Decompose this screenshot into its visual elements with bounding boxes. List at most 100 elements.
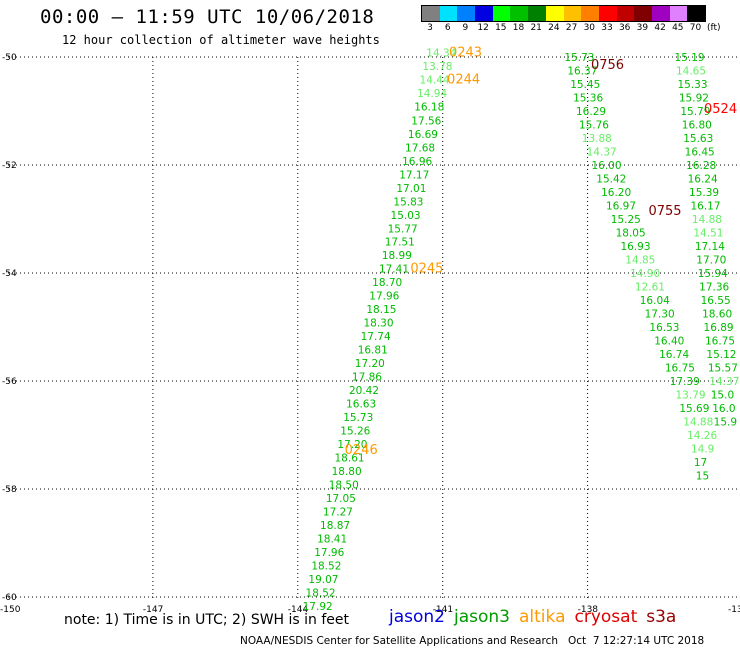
legend-label: 9 — [462, 23, 469, 33]
wave-height-value: 18.70 — [372, 277, 402, 289]
wave-height-value: 16.28 — [686, 160, 716, 172]
wave-height-value: 16.20 — [601, 187, 631, 199]
wave-height-value: 18.80 — [332, 466, 362, 478]
legend-swatch — [475, 6, 493, 21]
footer-note: note: 1) Time is in UTC; 2) SWH is in fe… — [64, 612, 350, 628]
legend-color-bar — [421, 5, 706, 22]
legend-swatch — [581, 6, 599, 21]
wave-height-value: 14.90 — [630, 268, 660, 280]
wave-height-value: 16.37 — [567, 66, 597, 78]
wave-height-value: 17.86 — [352, 372, 382, 384]
pass-time-label: 0243 — [449, 46, 482, 61]
wave-height-value: 17.05 — [326, 493, 356, 505]
wave-height-value: 16.0 — [712, 403, 735, 415]
wave-height-value: 16.81 — [358, 345, 388, 357]
wave-height-value: 16.18 — [414, 102, 444, 114]
wave-height-value: 17.36 — [699, 282, 729, 294]
wave-height-value: 15.39 — [689, 187, 719, 199]
wave-height-value: 16.24 — [688, 174, 718, 186]
wave-height-value: 15.12 — [706, 349, 736, 361]
legend-swatch — [510, 6, 529, 21]
wave-height-value: 18.52 — [311, 561, 341, 573]
latitude-tick-label: -54 — [2, 269, 17, 279]
wave-height-value: 17.01 — [396, 183, 426, 195]
wave-height-value: 17.51 — [385, 237, 415, 249]
wave-height-value: 17.39 — [670, 376, 700, 388]
legend-label: 39 — [636, 23, 649, 33]
legend-unit: (ft) — [707, 23, 721, 33]
longitude-tick-label: -147 — [143, 605, 163, 615]
wave-height-value: 15.76 — [579, 120, 609, 132]
wave-height-value: 15.26 — [340, 426, 370, 438]
wave-height-value: 18.60 — [702, 309, 732, 321]
wave-height-value: 18.50 — [329, 480, 359, 492]
wave-height-value: 15.03 — [391, 210, 421, 222]
latitude-tick-label: -56 — [2, 377, 17, 387]
legend-swatch — [439, 6, 458, 21]
longitude-tick-label: -144 — [288, 605, 309, 615]
wave-height-value: 17.27 — [323, 507, 353, 519]
satellite-name-cryosat: cryosat — [574, 607, 638, 627]
credit-line: NOAA/NESDIS Center for Satellite Applica… — [240, 635, 705, 647]
pass-time-label: 0755 — [648, 204, 681, 219]
wave-height-value: 18.87 — [320, 520, 350, 532]
wave-height-value: 17.20 — [355, 358, 385, 370]
wave-height-value: 15.69 — [679, 403, 709, 415]
wave-height-value: 16.89 — [704, 322, 734, 334]
wave-height-value: 17.14 — [695, 241, 725, 253]
wave-height-value: 17.96 — [314, 547, 344, 559]
wave-height-value: 14.85 — [625, 255, 655, 267]
legend-label: 42 — [654, 23, 666, 33]
wave-height-value: 15.73 — [343, 412, 373, 424]
wave-height-value: 13.78 — [422, 61, 452, 73]
legend-swatch — [457, 6, 476, 21]
legend-swatch — [563, 6, 582, 21]
pass-time-label: 0756 — [591, 58, 624, 73]
wave-height-value: 18.05 — [616, 228, 646, 240]
wave-height-value: 15.57 — [708, 363, 738, 375]
wave-height-value: 16.53 — [649, 322, 679, 334]
wave-height-value: 16.45 — [685, 147, 715, 159]
legend-label: 33 — [601, 23, 613, 33]
legend-label: 24 — [548, 23, 560, 33]
legend-label: 70 — [689, 23, 702, 33]
satellite-name-s3a: s3a — [646, 607, 677, 627]
wave-height-value: 17.41 — [379, 264, 409, 276]
wave-height-value: 15.42 — [596, 174, 626, 186]
wave-height-value: 16.55 — [701, 295, 731, 307]
wave-height-value: 15.77 — [388, 224, 418, 236]
satellite-name-jason2: jason2 — [389, 607, 445, 627]
wave-height-legend: (ft) 3 6 9 12 15 18 21 24 27 30 33 36 39 42 45 70 — [421, 5, 721, 34]
longitude-tick-label: -150 — [0, 605, 21, 615]
wave-height-value: 18.99 — [382, 250, 412, 262]
wave-height-value: 16.17 — [690, 201, 720, 213]
wave-height-value: 14.65 — [676, 66, 706, 78]
wave-height-value: 14.94 — [417, 88, 447, 100]
wave-height-value: 16.96 — [402, 156, 432, 168]
wave-height-value: 14.9 — [691, 444, 714, 456]
legend-swatch — [687, 6, 705, 21]
wave-height-value: 15.25 — [611, 214, 641, 226]
latitude-tick-label: -60 — [2, 593, 17, 603]
wave-height-value: 15.0 — [711, 390, 734, 402]
wave-height-value: 16.69 — [408, 129, 438, 141]
wave-height-value: 16.75 — [665, 363, 695, 375]
wave-height-value: 18.30 — [363, 318, 393, 330]
wave-height-value: 15.92 — [679, 93, 709, 105]
wave-height-value: 17.70 — [696, 255, 726, 267]
wave-height-value: 16.63 — [346, 399, 376, 411]
wave-height-value: 17.92 — [303, 601, 333, 613]
legend-swatch — [616, 6, 635, 21]
wave-height-value: 14.88 — [692, 214, 722, 226]
latitude-tick-label: -50 — [2, 53, 17, 63]
wave-height-value: 17.56 — [411, 116, 441, 128]
wave-height-value: 14.88 — [683, 417, 713, 429]
legend-label: 18 — [512, 23, 525, 33]
wave-height-value: 18.61 — [335, 453, 365, 465]
legend-swatch — [634, 6, 652, 21]
wave-height-value: 15.45 — [570, 79, 600, 91]
longitude-tick-label: -141 — [433, 605, 453, 615]
wave-height-value: 16.00 — [591, 160, 621, 172]
latitude-tick-label: -58 — [2, 485, 17, 495]
wave-height-value: 14.34 — [426, 48, 456, 60]
